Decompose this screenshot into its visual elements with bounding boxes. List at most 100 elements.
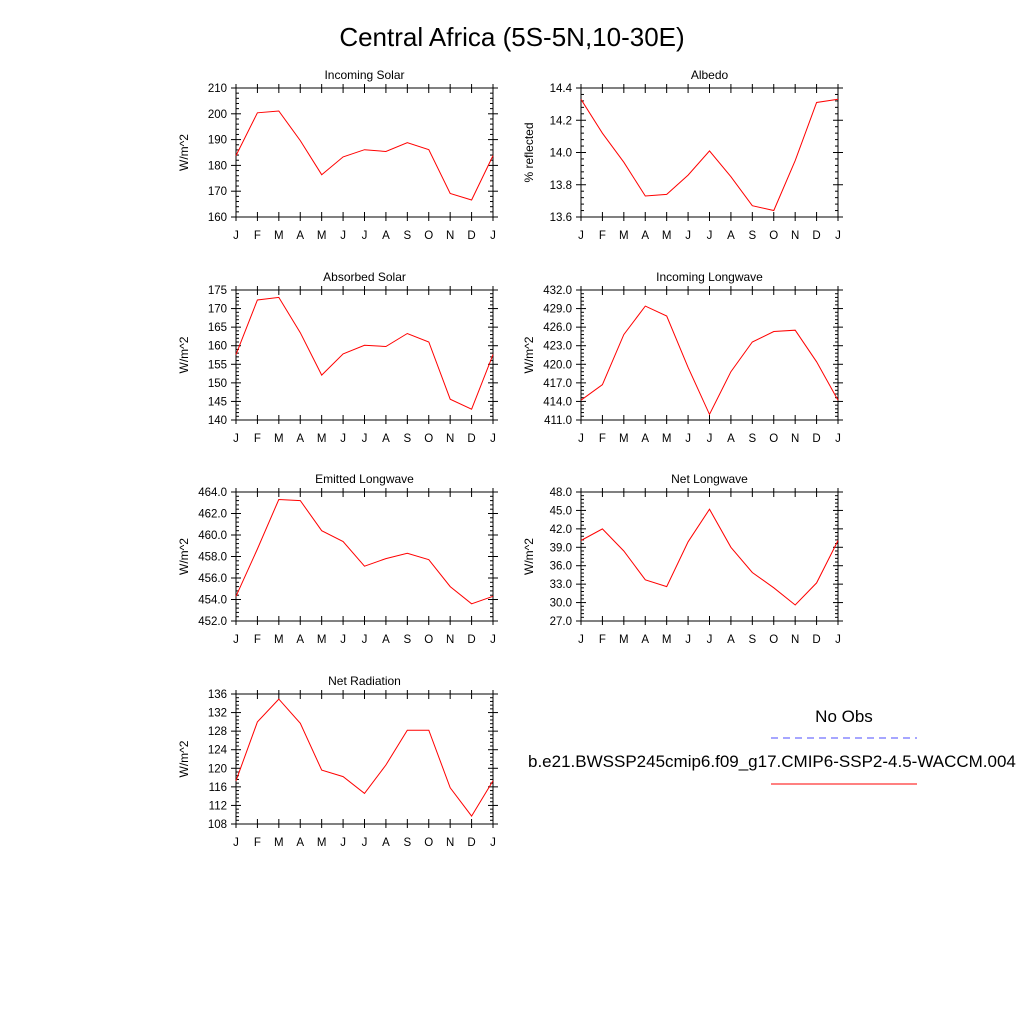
- data-point: [300, 723, 301, 724]
- data-point: [364, 345, 365, 346]
- x-tick-label: S: [748, 634, 756, 646]
- x-tick-label: J: [362, 634, 368, 646]
- data-point: [321, 530, 322, 531]
- data-point: [471, 409, 472, 410]
- data-point: [623, 162, 624, 163]
- data-point: [730, 371, 731, 372]
- x-tick-label: A: [641, 634, 649, 646]
- data-point: [492, 354, 493, 355]
- panel-title: Net Radiation: [328, 674, 401, 688]
- y-tick-label: 36.0: [550, 561, 572, 573]
- y-tick-label: 39.0: [550, 542, 572, 554]
- plot-frame: [580, 87, 839, 218]
- data-point: [687, 367, 688, 368]
- data-point: [321, 770, 322, 771]
- y-tick-label: 165: [208, 322, 227, 334]
- data-point: [471, 199, 472, 200]
- data-point: [321, 374, 322, 375]
- x-tick-label: A: [727, 634, 735, 646]
- x-tick-label: J: [707, 433, 713, 445]
- x-tick-label: J: [685, 230, 691, 242]
- data-point: [623, 550, 624, 551]
- y-axis-label: W/m^2: [522, 538, 536, 575]
- x-tick-label: M: [662, 433, 672, 445]
- y-tick-label: 170: [208, 304, 227, 316]
- x-tick-label: F: [254, 837, 261, 849]
- x-tick-label: N: [446, 230, 454, 242]
- y-tick-label: 27.0: [550, 616, 572, 628]
- panel-title: Albedo: [691, 68, 729, 82]
- data-point: [364, 149, 365, 150]
- data-point: [300, 500, 301, 501]
- x-tick-label: J: [362, 230, 368, 242]
- x-tick-label: S: [403, 634, 411, 646]
- data-point: [752, 205, 753, 206]
- x-tick-label: J: [685, 433, 691, 445]
- data-point: [342, 156, 343, 157]
- y-tick-label: 48.0: [550, 487, 572, 499]
- x-tick-label: J: [835, 230, 841, 242]
- x-tick-label: M: [274, 433, 284, 445]
- series-line: [235, 498, 494, 605]
- x-tick-label: J: [707, 634, 713, 646]
- x-tick-label: J: [233, 837, 239, 849]
- series-line: [580, 98, 839, 212]
- data-point: [837, 540, 838, 541]
- data-point: [730, 176, 731, 177]
- y-tick-label: 426.0: [543, 322, 572, 334]
- x-tick-label: M: [317, 837, 327, 849]
- y-tick-label: 150: [208, 378, 227, 390]
- x-tick-label: J: [340, 433, 346, 445]
- data-point: [278, 499, 279, 500]
- y-axis-label: W/m^2: [522, 336, 536, 373]
- y-tick-label: 423.0: [543, 341, 572, 353]
- x-tick-label: N: [446, 433, 454, 445]
- data-point: [666, 586, 667, 587]
- data-point: [709, 150, 710, 151]
- data-point: [752, 341, 753, 342]
- x-tick-label: J: [340, 230, 346, 242]
- y-tick-label: 136: [208, 689, 227, 701]
- plot-frame: [580, 289, 839, 421]
- x-tick-label: M: [317, 230, 327, 242]
- y-tick-label: 458.0: [198, 552, 227, 564]
- plot-frame: [580, 491, 839, 622]
- data-point: [645, 195, 646, 196]
- data-point: [407, 333, 408, 334]
- data-point: [471, 816, 472, 817]
- data-point: [257, 112, 258, 113]
- x-tick-label: O: [424, 230, 433, 242]
- series-line: [580, 305, 839, 416]
- y-tick-label: 464.0: [198, 487, 227, 499]
- x-tick-label: S: [748, 230, 756, 242]
- data-point: [795, 604, 796, 605]
- x-tick-label: J: [490, 634, 496, 646]
- data-point: [385, 346, 386, 347]
- data-point: [602, 384, 603, 385]
- data-point: [580, 540, 581, 541]
- x-tick-label: S: [403, 837, 411, 849]
- x-tick-label: A: [296, 433, 304, 445]
- data-point: [623, 334, 624, 335]
- x-tick-label: A: [641, 433, 649, 445]
- x-tick-label: M: [662, 230, 672, 242]
- data-point: [816, 582, 817, 583]
- y-tick-label: 175: [208, 285, 227, 297]
- data-point: [257, 721, 258, 722]
- series-line: [580, 508, 839, 606]
- data-point: [492, 780, 493, 781]
- data-point: [235, 155, 236, 156]
- y-tick-label: 155: [208, 359, 227, 371]
- x-tick-label: A: [382, 634, 390, 646]
- data-point: [580, 400, 581, 401]
- x-tick-label: J: [578, 433, 584, 445]
- x-tick-label: F: [599, 634, 606, 646]
- y-tick-label: 462.0: [198, 509, 227, 521]
- data-point: [687, 541, 688, 542]
- y-tick-label: 33.0: [550, 579, 572, 591]
- x-tick-label: J: [835, 433, 841, 445]
- x-tick-label: N: [791, 230, 799, 242]
